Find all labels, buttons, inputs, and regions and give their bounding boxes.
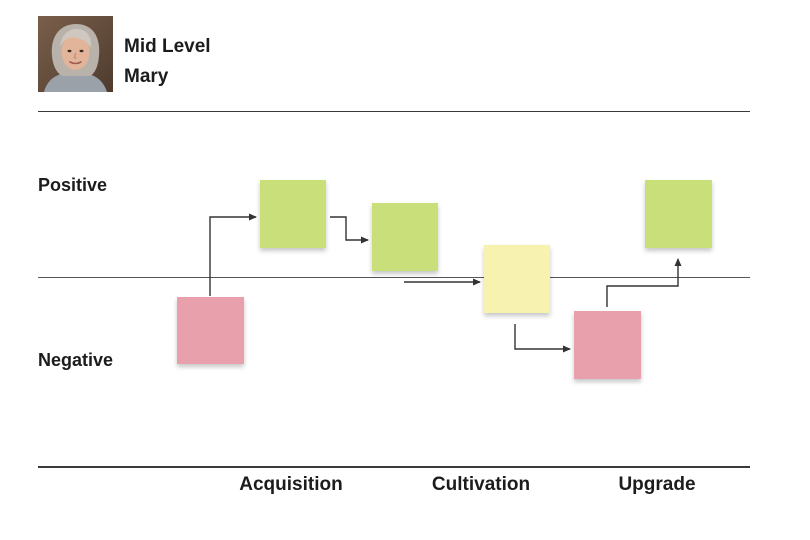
neutral-axis-line xyxy=(38,277,750,278)
sticky-note-negative xyxy=(177,297,244,364)
person-portrait-icon xyxy=(38,16,113,92)
arrow-right-icon xyxy=(330,216,369,244)
sticky-note-positive xyxy=(260,180,326,248)
arrow-right-icon xyxy=(514,324,571,353)
persona-title: Mid Level xyxy=(124,36,211,57)
stage-label-cultivation: Cultivation xyxy=(431,474,531,495)
arrow-up-icon xyxy=(606,258,682,307)
sticky-note-positive xyxy=(372,203,438,271)
stage-label-acquisition: Acquisition xyxy=(239,474,343,495)
sticky-note-positive xyxy=(645,180,712,248)
sticky-note-negative xyxy=(574,311,641,379)
row-label-negative: Negative xyxy=(38,350,114,370)
arrow-right-icon xyxy=(209,213,257,296)
divider-top xyxy=(38,111,750,112)
sticky-note-neutral xyxy=(484,245,550,313)
persona-name: Mary xyxy=(124,66,169,87)
row-label-positive: Positive xyxy=(38,175,108,195)
persona-avatar xyxy=(38,16,113,92)
stage-label-upgrade: Upgrade xyxy=(618,474,696,495)
divider-bottom xyxy=(38,466,750,468)
